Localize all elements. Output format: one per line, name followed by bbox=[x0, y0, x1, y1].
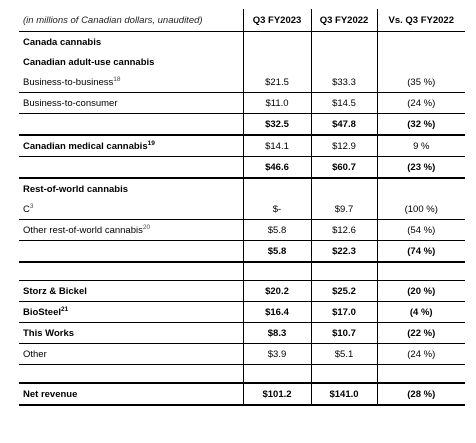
table-row-this-works: This Works $8.3 $10.7 (22 %) bbox=[19, 322, 465, 344]
footnote-ref: 21 bbox=[61, 305, 69, 313]
value-change: (24 %) bbox=[376, 343, 465, 365]
section-label: Canadian adult-use cannabis bbox=[23, 56, 155, 68]
value-change: (20 %) bbox=[376, 280, 465, 302]
value-change: (24 %) bbox=[376, 92, 465, 114]
value-fy2023: $8.3 bbox=[242, 322, 311, 344]
value-fy2023: $5.8 bbox=[242, 219, 311, 241]
value-fy2023: $21.5 bbox=[242, 72, 311, 93]
value-fy2023: $3.9 bbox=[242, 343, 311, 365]
value-change: (74 %) bbox=[376, 240, 465, 263]
row-label: Storz & Bickel bbox=[19, 280, 243, 302]
value-fy2023: $46.6 bbox=[242, 156, 311, 179]
table-row-other: Other $3.9 $5.1 (24 %) bbox=[19, 343, 465, 365]
table-row-adult-use-total: $32.5 $47.8 (32 %) bbox=[19, 113, 465, 136]
spacer-row bbox=[19, 364, 465, 383]
value-fy2022: $12.9 bbox=[310, 135, 377, 157]
table-row-other-row: Other rest-of-world cannabis20 $5.8 $12.… bbox=[19, 219, 465, 241]
value-fy2022: $33.3 bbox=[310, 72, 377, 93]
header-q3-fy2022: Q3 FY2022 bbox=[310, 9, 377, 32]
value-fy2022: $12.6 bbox=[310, 219, 377, 241]
revenue-table: (in millions of Canadian dollars, unaudi… bbox=[19, 9, 465, 406]
row-label: Net revenue bbox=[19, 382, 243, 406]
value-fy2022: $25.2 bbox=[310, 280, 377, 302]
value-fy2023: $11.0 bbox=[242, 92, 311, 114]
value-change: (4 %) bbox=[376, 301, 465, 323]
row-label: This Works bbox=[19, 322, 243, 344]
header-row: (in millions of Canadian dollars, unaudi… bbox=[19, 9, 465, 32]
superscript: 3 bbox=[29, 202, 34, 210]
row-label: Other bbox=[19, 343, 243, 365]
value-change: (54 %) bbox=[376, 219, 465, 241]
section-label: Canada cannabis bbox=[23, 36, 102, 48]
row-label: Business-to-business18 bbox=[19, 72, 243, 93]
footnote-ref: 19 bbox=[147, 139, 155, 147]
value-fy2022: $5.1 bbox=[310, 343, 377, 365]
header-vs-q3-fy2022: Vs. Q3 FY2022 bbox=[376, 9, 465, 32]
table-row-b2b: Business-to-business18 $21.5 $33.3 (35 %… bbox=[19, 72, 465, 93]
table-row-c3: C3 $- $9.7 (100 %) bbox=[19, 199, 465, 220]
row-label: Canadian medical cannabis19 bbox=[19, 135, 243, 157]
value-fy2023: $5.8 bbox=[242, 240, 311, 263]
value-fy2023: $101.2 bbox=[242, 382, 311, 406]
row-label: BioSteel21 bbox=[19, 301, 243, 323]
section-rest-of-world: Rest-of-world cannabis bbox=[19, 178, 465, 199]
table-row-biosteel: BioSteel21 $16.4 $17.0 (4 %) bbox=[19, 301, 465, 323]
table-row-canada-total: $46.6 $60.7 (23 %) bbox=[19, 156, 465, 179]
header-q3-fy2023: Q3 FY2023 bbox=[242, 9, 311, 32]
table-row-row-total: $5.8 $22.3 (74 %) bbox=[19, 240, 465, 263]
header-label: (in millions of Canadian dollars, unaudi… bbox=[19, 9, 243, 32]
value-change: (28 %) bbox=[376, 382, 465, 406]
table-row-b2c: Business-to-consumer $11.0 $14.5 (24 %) bbox=[19, 92, 465, 114]
value-fy2022: $22.3 bbox=[310, 240, 377, 263]
value-change: (35 %) bbox=[376, 72, 465, 93]
value-change: (23 %) bbox=[376, 156, 465, 179]
section-canada-cannabis: Canada cannabis bbox=[19, 31, 465, 52]
value-change: 9 % bbox=[376, 135, 465, 157]
table-row-net-revenue: Net revenue $101.2 $141.0 (28 %) bbox=[19, 382, 465, 406]
table-row-medical: Canadian medical cannabis19 $14.1 $12.9 … bbox=[19, 135, 465, 157]
value-fy2023: $14.1 bbox=[242, 135, 311, 157]
value-fy2022: $47.8 bbox=[310, 113, 377, 136]
value-change: (22 %) bbox=[376, 322, 465, 344]
value-fy2022: $14.5 bbox=[310, 92, 377, 114]
section-label: Rest-of-world cannabis bbox=[23, 183, 129, 195]
footnote-ref: 20 bbox=[142, 223, 151, 231]
value-fy2023: $16.4 bbox=[242, 301, 311, 323]
footnote-ref: 18 bbox=[113, 75, 121, 83]
value-fy2022: $9.7 bbox=[310, 199, 377, 220]
spacer-row bbox=[19, 262, 465, 281]
value-fy2022: $141.0 bbox=[310, 382, 377, 406]
table-row-storz-bickel: Storz & Bickel $20.2 $25.2 (20 %) bbox=[19, 280, 465, 302]
value-change: (32 %) bbox=[376, 113, 465, 136]
value-fy2022: $10.7 bbox=[310, 322, 377, 344]
value-change: (100 %) bbox=[376, 199, 465, 220]
value-fy2023: $20.2 bbox=[242, 280, 311, 302]
row-label: C3 bbox=[19, 199, 243, 220]
row-label: Other rest-of-world cannabis20 bbox=[19, 219, 243, 241]
row-label: Business-to-consumer bbox=[19, 92, 243, 114]
value-fy2023: $32.5 bbox=[242, 113, 311, 136]
value-fy2022: $17.0 bbox=[310, 301, 377, 323]
value-fy2023: $- bbox=[242, 199, 311, 220]
value-fy2022: $60.7 bbox=[310, 156, 377, 179]
section-canadian-adult-use: Canadian adult-use cannabis bbox=[19, 52, 465, 72]
